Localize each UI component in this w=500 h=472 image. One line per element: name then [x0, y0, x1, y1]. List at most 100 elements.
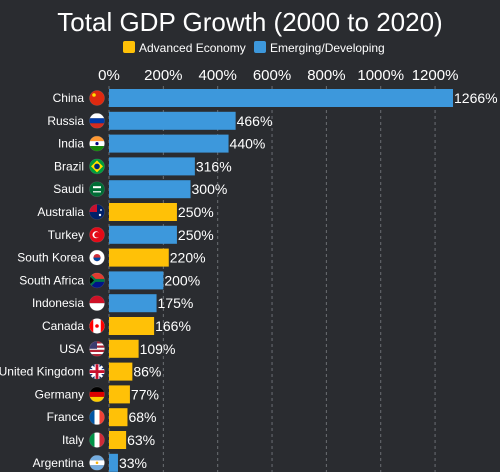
- flag-ring: [89, 340, 105, 357]
- flag-part: [93, 186, 101, 189]
- argentina-flag-icon: [89, 455, 105, 471]
- bar: [109, 362, 133, 381]
- category-label: France: [47, 410, 85, 424]
- category-label: Germany: [35, 387, 84, 401]
- legend: Advanced Economy Emerging/Developing: [123, 41, 385, 55]
- bar: [109, 385, 130, 404]
- bar-row: Italy 63%: [62, 431, 155, 449]
- category-label: India: [58, 137, 84, 151]
- category-label: Russia: [47, 114, 84, 128]
- turkey-flag-icon: [89, 227, 105, 243]
- category-label: South Africa: [19, 273, 84, 287]
- legend-label-emerging: Emerging/Developing: [270, 41, 385, 55]
- bar-row: Germany 77%: [35, 385, 159, 404]
- flag-part: [92, 93, 96, 97]
- bar-row: Australia 250%: [37, 203, 214, 221]
- indonesia-flag-icon: [89, 295, 105, 311]
- x-tick-label: 0%: [98, 67, 120, 84]
- x-tick-label: 400%: [199, 67, 237, 84]
- flag-part: [89, 136, 105, 142]
- x-axis: 0% 200% 400% 600% 800% 1000% 1200%: [98, 67, 458, 84]
- value-label: 220%: [170, 250, 206, 266]
- category-label: Australia: [37, 205, 84, 219]
- usa-flag-icon: [89, 341, 105, 357]
- flag-part: [89, 303, 105, 311]
- bar-row: South Africa 200%: [19, 271, 200, 290]
- bar-row: Canada 166%: [42, 317, 191, 335]
- flag-part: [98, 213, 102, 217]
- saudi-flag-icon: [89, 181, 105, 197]
- flag-part: [89, 113, 105, 119]
- flag-part: [89, 352, 105, 355]
- flag-part: [94, 432, 100, 448]
- value-label: 300%: [192, 181, 228, 197]
- flag-part: [89, 318, 94, 334]
- flag-ring: [89, 363, 105, 380]
- flag-part: [89, 354, 105, 357]
- value-label: 250%: [178, 227, 214, 243]
- south-korea-flag-icon: [89, 250, 105, 266]
- value-label: 109%: [140, 341, 176, 357]
- flag-part: [89, 349, 105, 353]
- china-flag-icon: [89, 90, 105, 106]
- bar: [109, 294, 157, 313]
- x-tick-label: 1000%: [357, 67, 404, 84]
- category-label: Brazil: [54, 159, 84, 173]
- flag-part: [89, 409, 95, 425]
- flag-ring: [89, 386, 105, 403]
- flag-ring: [89, 90, 105, 106]
- flag-part: [100, 318, 105, 334]
- legend-swatch-emerging: [254, 41, 266, 53]
- category-label: Canada: [42, 319, 84, 333]
- value-label: 86%: [133, 364, 161, 380]
- flag-ring: [89, 204, 105, 220]
- value-label: 63%: [127, 432, 155, 448]
- flag-ring: [89, 158, 105, 175]
- flag-ring: [89, 249, 105, 266]
- value-label: 440%: [230, 136, 266, 152]
- south-africa-flag-icon: [89, 272, 105, 288]
- flag-ring: [89, 113, 105, 129]
- category-label: United Kingdom: [0, 365, 84, 379]
- bar-row: South Korea 220%: [17, 248, 206, 267]
- flag-part: [89, 181, 105, 197]
- bar-row: Russia 466%: [47, 111, 272, 130]
- category-label: Saudi: [53, 182, 84, 196]
- australia-flag-icon: [89, 204, 105, 220]
- value-label: 77%: [131, 386, 159, 402]
- flag-part: [93, 257, 101, 262]
- value-label: 1266%: [454, 90, 498, 106]
- category-label: Indonesia: [32, 296, 84, 310]
- x-tick-label: 800%: [307, 67, 345, 84]
- flag-ring: [89, 432, 105, 448]
- flag-part: [93, 191, 101, 193]
- flag-part: [99, 409, 105, 425]
- value-label: 33%: [119, 455, 147, 471]
- italy-flag-icon: [89, 432, 105, 448]
- flag-part: [100, 209, 102, 211]
- flag-ring: [89, 454, 105, 471]
- category-label: Argentina: [33, 456, 85, 470]
- flag-part: [89, 123, 105, 129]
- germany-flag-icon: [89, 386, 105, 402]
- bar-row: United Kingdom 86%: [0, 362, 161, 381]
- x-tick-label: 1200%: [412, 67, 459, 84]
- flag-ring: [89, 227, 105, 243]
- bar-row: Argentina 33%: [33, 453, 147, 472]
- category-label: Turkey: [48, 228, 84, 242]
- category-label: South Korea: [17, 251, 84, 265]
- flag-ring: [89, 318, 105, 334]
- flag-part: [95, 461, 99, 465]
- flag-ring: [89, 272, 105, 289]
- flag-part: [89, 465, 105, 471]
- flag-ring: [89, 181, 105, 197]
- bar: [109, 431, 127, 449]
- bar-row: France 68%: [47, 408, 157, 427]
- bar-rows: China 1266% Russia 466% India 440% Brazil 316% S…: [0, 89, 498, 472]
- canada-flag-icon: [89, 318, 105, 334]
- bar: [109, 157, 195, 176]
- flag-part: [89, 295, 105, 304]
- bar: [109, 271, 164, 290]
- value-label: 175%: [158, 295, 194, 311]
